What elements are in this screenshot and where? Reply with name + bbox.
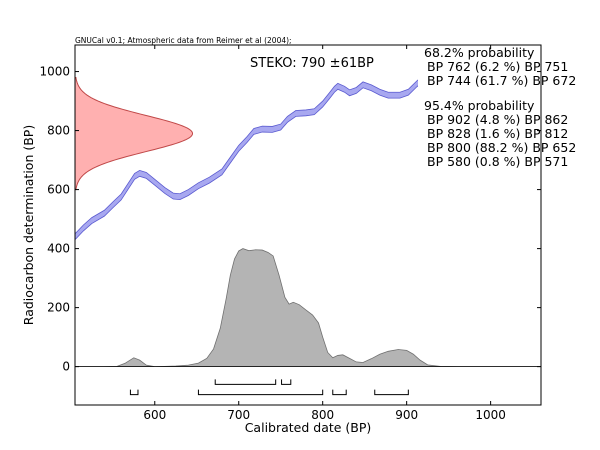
legend-range-line: BP 800 (88.2 %) BP 652 [427,140,576,155]
y-tick-label: 400 [47,242,70,256]
y-tick-label: 200 [47,301,70,315]
hpd-95-bracket [332,389,347,396]
chart-caption: GNUCal v0.1; Atmospheric data from Reime… [75,36,292,45]
x-tick-label: 900 [395,408,418,422]
x-tick-label: 700 [227,408,250,422]
axes-frame [74,44,542,406]
hpd-95-bracket [197,389,324,396]
y-tick-label: 0 [62,360,70,374]
calibrated-distribution-area [75,248,541,368]
legend-range-line: BP 902 (4.8 %) BP 862 [427,112,568,127]
hpd-95-bracket [374,389,409,396]
y-tick-label: 600 [47,183,70,197]
x-tick-label: 600 [143,408,166,422]
legend-range-line: BP 828 (1.6 %) BP 812 [427,126,568,141]
sample-name: STEKO: 790 ±61BP [250,56,374,71]
y-axis-label: Radiocarbon determination (BP) [21,125,36,325]
axis-ticks: 600 700 800 900 1000 0 200 400 600 800 1000 [39,45,541,422]
x-axis-label: Calibrated date (BP) [245,420,372,435]
legend-range-line: BP 580 (0.8 %) BP 571 [427,154,568,169]
sample-label: STEKO: 790 ±61BP [250,56,374,71]
x-tick-label: 800 [311,408,334,422]
legend-range-line: BP 744 (61.7 %) BP 672 [427,73,576,88]
y-tick-label: 1000 [39,65,70,79]
hpd-68-bracket [281,379,292,385]
y-tick-label: 800 [47,124,70,138]
hpd-68-bracket [214,379,277,385]
legend-background [418,45,542,185]
legend-section-title: 95.4% probability [424,98,535,113]
hpd-95-bracket [129,389,139,396]
calibration-curve-band [75,49,541,240]
legend-section-title: 68.2% probability [424,45,535,60]
legend-range-line: BP 762 (6.2 %) BP 751 [427,59,568,74]
x-tick-label: 1000 [475,408,506,422]
radiocarbon-distribution-area [75,76,193,191]
